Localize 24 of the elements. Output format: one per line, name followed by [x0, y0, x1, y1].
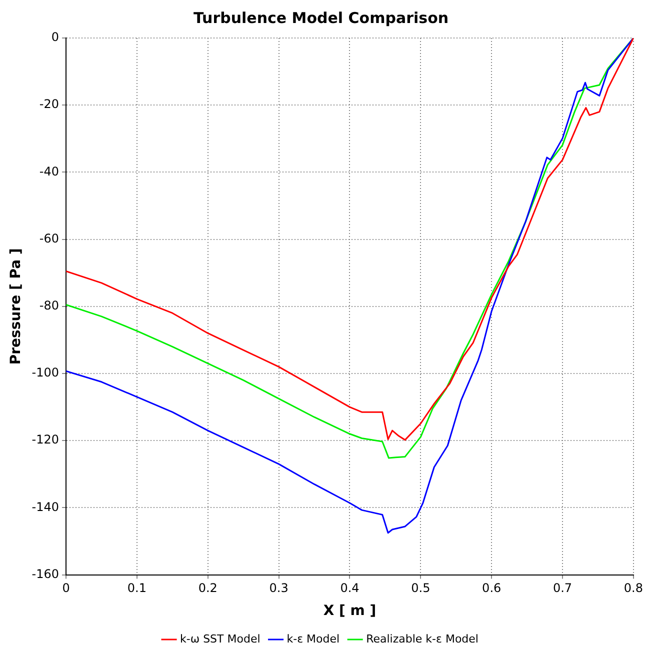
y-tick-label: -120: [32, 432, 60, 447]
y-tick-label: -60: [39, 231, 60, 246]
y-axis-title: Pressure [ Pa ]: [8, 248, 24, 365]
x-tick-label: 0.6: [482, 581, 502, 596]
y-tick-label: -100: [32, 366, 60, 380]
x-tick-label: 0: [62, 581, 70, 596]
y-tick-label: -80: [39, 298, 60, 313]
x-tick-label: 0.1: [127, 581, 147, 596]
y-tick-label: -160: [32, 566, 60, 581]
legend-label: k-ε Model: [286, 632, 340, 646]
y-tick-label: -140: [32, 500, 60, 514]
x-tick-label: 0.3: [269, 581, 288, 596]
x-tick-label: 0.5: [411, 581, 430, 596]
legend-label: Realizable k-ε Model: [366, 632, 478, 646]
x-tick-label: 0.2: [198, 581, 218, 596]
y-tick-label: -40: [39, 164, 60, 178]
x-tick-label: 0.4: [340, 581, 360, 596]
y-tick-label: -20: [39, 97, 60, 112]
y-tick-label: 0: [51, 30, 60, 44]
legend-label: k-ω SST Model: [180, 632, 260, 646]
x-axis-title: X [ m ]: [323, 603, 376, 620]
x-tick-label: 0.8: [624, 581, 644, 596]
x-tick-label: 0.7: [552, 581, 572, 596]
chart-title: Turbulence Model Comparison: [193, 8, 449, 27]
